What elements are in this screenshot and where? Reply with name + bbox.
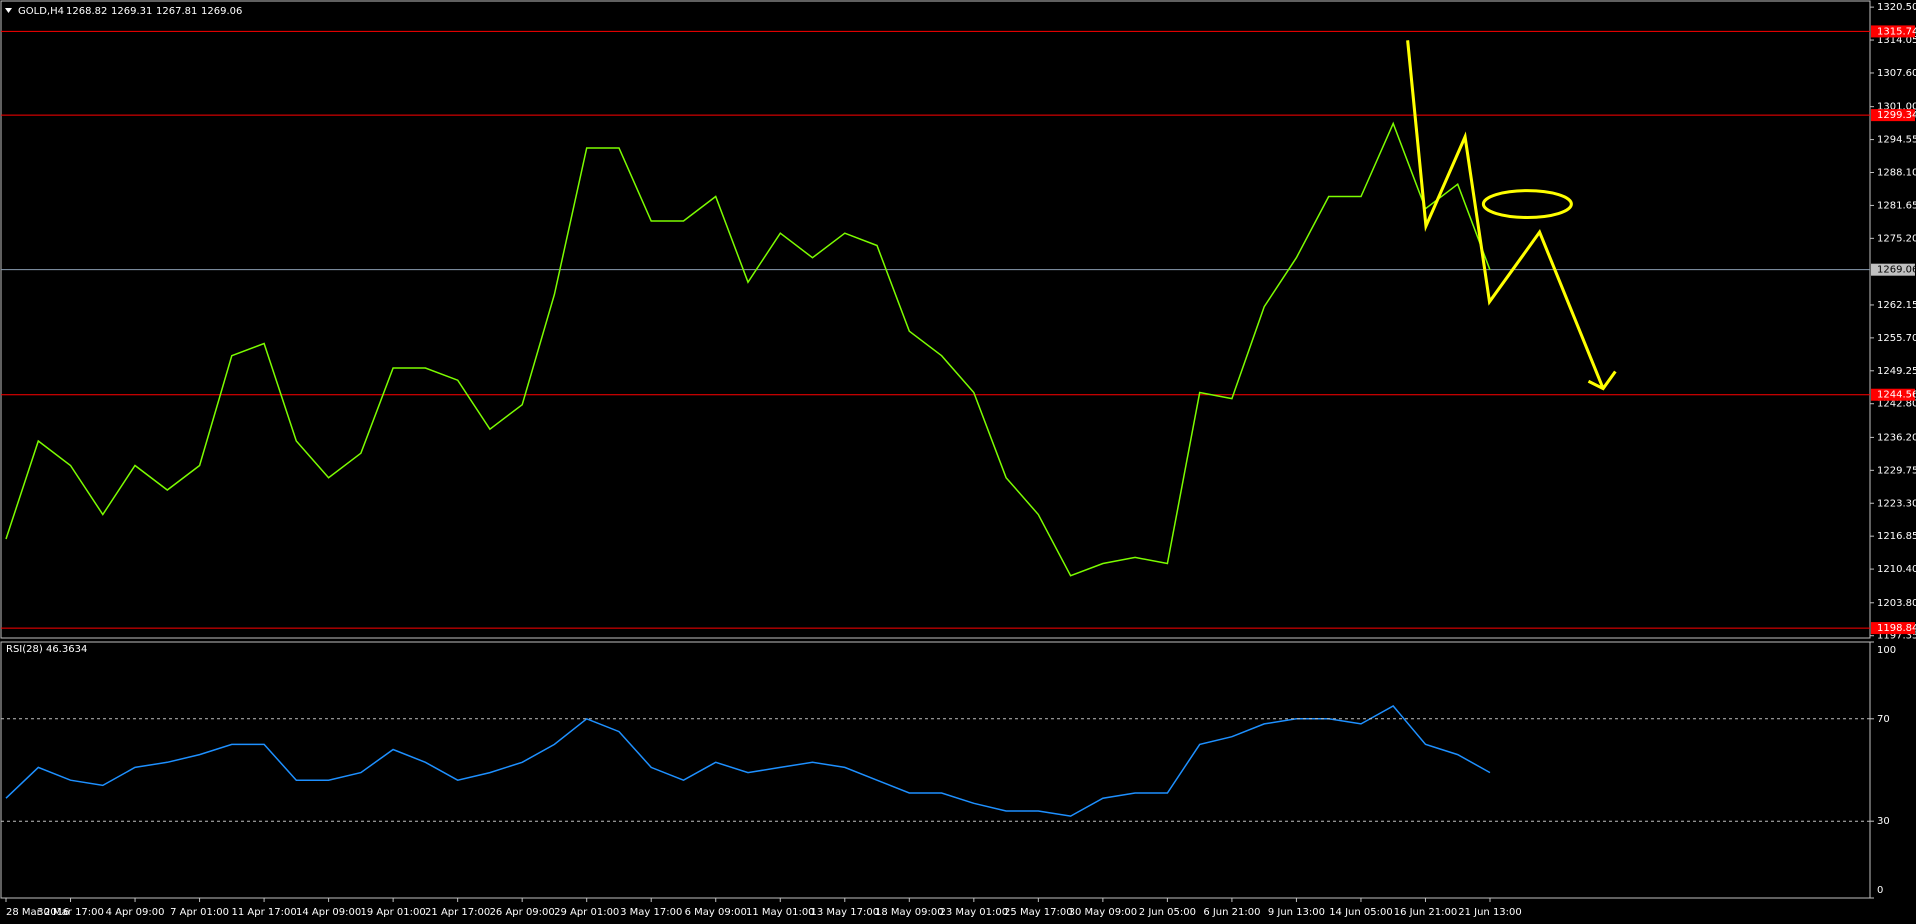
- quote-open: 1268.82: [66, 6, 107, 17]
- rsi-frame: [0, 641, 1871, 899]
- x-tick-label: 16 Jun 21:00: [1394, 907, 1458, 918]
- level-tag: [1871, 388, 1915, 401]
- level-label: 1198.84: [1877, 623, 1916, 634]
- x-tick-label: 21 Jun 13:00: [1458, 907, 1522, 918]
- annotation-arrowhead: [1587, 370, 1617, 391]
- x-tick-label: 30 Mar 17:00: [37, 907, 104, 918]
- y-tick-label: 1229.75: [1877, 465, 1916, 476]
- y-tick-label: 1307.60: [1877, 68, 1916, 79]
- y-tick-label: 1294.55: [1877, 135, 1916, 146]
- x-tick-label: 6 Jun 21:00: [1203, 907, 1260, 918]
- level-label: 1299.34: [1877, 110, 1916, 121]
- level-tag: [1871, 622, 1915, 635]
- rsi-title: RSI(28) 46.3634: [6, 644, 87, 655]
- y-tick-label: 1210.40: [1877, 564, 1916, 575]
- x-tick-label: 6 May 09:00: [685, 907, 747, 918]
- quote-high: 1269.31: [111, 6, 152, 17]
- y-tick-label: 1314.05: [1877, 35, 1916, 46]
- rsi-tick-label: 70: [1877, 714, 1890, 725]
- y-tick-label: 1216.85: [1877, 531, 1916, 542]
- rsi-tick-label: 30: [1877, 816, 1890, 827]
- y-tick-label: 1203.80: [1877, 598, 1916, 609]
- x-tick-label: 28 Mar 2016: [6, 907, 69, 918]
- x-tick-label: 3 May 17:00: [620, 907, 682, 918]
- rsi-tick-label: 100: [1877, 645, 1896, 656]
- x-tick-label: 25 May 17:00: [1004, 907, 1073, 918]
- y-tick-label: 1249.25: [1877, 366, 1916, 377]
- y-tick-label: 1275.20: [1877, 233, 1916, 244]
- y-tick-label: 1255.70: [1877, 333, 1916, 344]
- rsi-line: [5, 705, 1491, 817]
- annotation-ellipse: [1481, 189, 1573, 220]
- x-tick-label: 19 Apr 01:00: [361, 907, 426, 918]
- y-tick-label: 1262.15: [1877, 300, 1916, 311]
- x-tick-label: 23 May 01:00: [940, 907, 1009, 918]
- level-label: 1315.74: [1877, 26, 1916, 37]
- quote-close: 1269.06: [201, 6, 242, 17]
- main-frame: [0, 0, 1871, 639]
- y-tick-label: 1281.65: [1877, 200, 1916, 211]
- y-tick-label: 1197.35: [1877, 631, 1916, 642]
- menu-arrow: [5, 8, 12, 13]
- y-tick-label: 1301.00: [1877, 102, 1916, 113]
- x-tick-label: 14 Jun 05:00: [1329, 907, 1393, 918]
- x-tick-label: 29 Apr 01:00: [554, 907, 619, 918]
- rsi-tick-label: 0: [1877, 885, 1883, 896]
- y-tick-label: 1242.80: [1877, 399, 1916, 410]
- current-price-label: 1269.06: [1877, 265, 1916, 276]
- annotation: [1406, 40, 1617, 391]
- x-tick-label: 26 Apr 09:00: [490, 907, 555, 918]
- y-tick-label: 1288.10: [1877, 168, 1916, 179]
- symbol: GOLD,H4: [18, 6, 64, 17]
- x-tick-label: 14 Apr 09:00: [296, 907, 361, 918]
- x-tick-label: 7 Apr 01:00: [170, 907, 229, 918]
- price-line: [5, 121, 1491, 577]
- x-tick-label: 21 Apr 17:00: [425, 907, 490, 918]
- level-tag: [1871, 109, 1915, 122]
- level-tag: [1871, 25, 1915, 38]
- x-tick-label: 2 Jun 05:00: [1139, 907, 1196, 918]
- current-price-tag: [1871, 263, 1915, 276]
- y-tick-label: 1236.20: [1877, 432, 1916, 443]
- x-tick-label: 13 May 17:00: [810, 907, 879, 918]
- level-label: 1244.56: [1877, 390, 1916, 401]
- quote-low: 1267.81: [156, 6, 197, 17]
- x-tick-label: 18 May 09:00: [875, 907, 944, 918]
- x-tick-label: 11 May 01:00: [746, 907, 815, 918]
- x-tick-label: 30 May 09:00: [1069, 907, 1138, 918]
- x-tick-label: 9 Jun 13:00: [1268, 907, 1325, 918]
- x-tick-label: 11 Apr 17:00: [231, 907, 296, 918]
- y-tick-label: 1320.50: [1877, 2, 1916, 13]
- annotation-path: [1406, 40, 1605, 390]
- x-tick-label: 4 Apr 09:00: [106, 907, 165, 918]
- y-tick-label: 1223.30: [1877, 498, 1916, 509]
